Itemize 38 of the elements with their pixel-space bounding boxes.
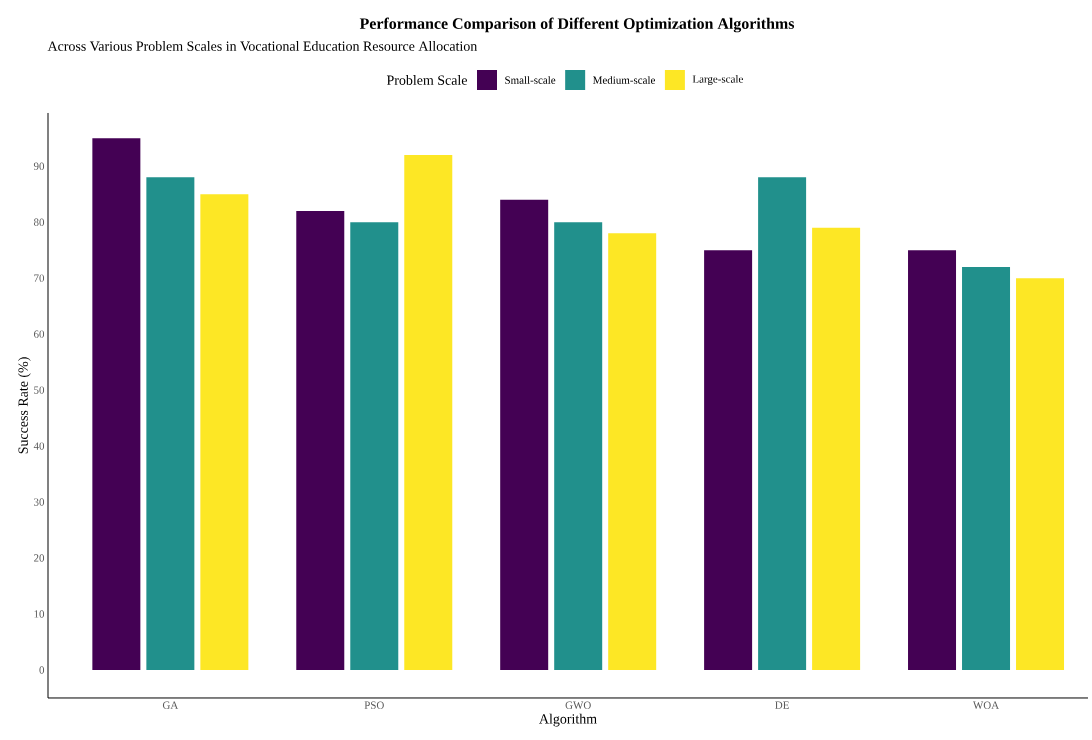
x-tick-label: GA bbox=[162, 701, 179, 709]
y-tick-label: 50 bbox=[34, 386, 45, 394]
bar bbox=[1016, 278, 1065, 670]
y-tick-label: 60 bbox=[34, 330, 45, 338]
bar bbox=[404, 154, 453, 670]
bar bbox=[554, 222, 603, 670]
y-tick-label: 40 bbox=[33, 442, 45, 450]
y-tick-label: 70 bbox=[34, 274, 45, 282]
y-tick-label: 80 bbox=[33, 218, 45, 226]
bar bbox=[296, 210, 345, 670]
bar bbox=[92, 138, 141, 670]
bar bbox=[608, 233, 657, 670]
chart-title: Performance Comparison of Different Optimization Algorithms bbox=[359, 17, 795, 33]
y-tick-label: 10 bbox=[34, 610, 45, 618]
bar bbox=[962, 266, 1011, 670]
bar bbox=[908, 250, 957, 670]
y-tick-label: 0 bbox=[39, 666, 45, 674]
bar bbox=[500, 199, 549, 670]
bar bbox=[704, 250, 753, 670]
legend-title: Problem Scale bbox=[386, 75, 467, 85]
x-tick-label: PSO bbox=[364, 701, 384, 709]
legend-label: Small-scale bbox=[505, 76, 556, 84]
y-tick-label: 20 bbox=[34, 554, 45, 562]
x-tick-label: DE bbox=[775, 701, 789, 709]
bar bbox=[200, 194, 249, 670]
y-tick-label: 90 bbox=[33, 162, 45, 170]
x-axis-title: Algorithm bbox=[539, 713, 597, 727]
bar bbox=[146, 177, 195, 670]
chart-subtitle: Across Various Problem Scales in Vocational Education Resource Allocation bbox=[47, 41, 478, 51]
legend-label: Medium-scale bbox=[593, 76, 655, 84]
bar bbox=[758, 177, 807, 670]
bar bbox=[350, 222, 399, 670]
y-axis-title: Success Rate (%) bbox=[18, 357, 31, 454]
legend-label: Large-scale bbox=[692, 75, 743, 85]
x-tick-label: WOA bbox=[972, 701, 1000, 709]
y-tick-label: 30 bbox=[34, 498, 45, 506]
x-tick-label: GWO bbox=[565, 701, 591, 709]
bar bbox=[812, 227, 861, 670]
